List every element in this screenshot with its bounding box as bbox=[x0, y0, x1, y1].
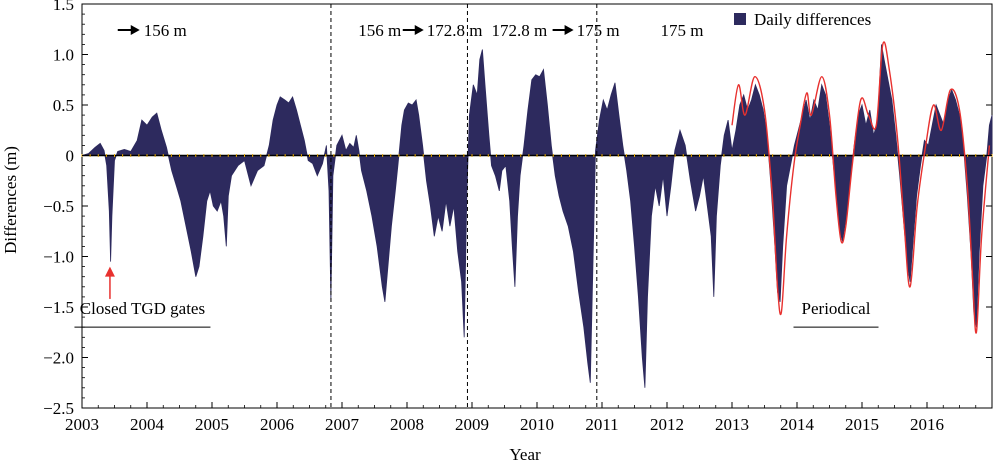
x-tick-label: 2013 bbox=[715, 415, 749, 434]
annotation-label: Closed TGD gates bbox=[80, 299, 205, 318]
x-tick-label: 2011 bbox=[585, 415, 618, 434]
envelope-layer bbox=[731, 41, 991, 334]
x-tick-label: 2006 bbox=[260, 415, 294, 434]
x-tick-label: 2009 bbox=[455, 415, 489, 434]
x-tick-label: 2003 bbox=[65, 415, 99, 434]
y-tick-label: 0.5 bbox=[53, 96, 74, 115]
legend-swatch bbox=[734, 13, 746, 25]
y-tick-label: 1.0 bbox=[53, 46, 74, 65]
x-axis-label: Year bbox=[509, 445, 541, 464]
phase-arrow-head bbox=[564, 25, 574, 35]
x-tick-label: 2016 bbox=[910, 415, 944, 434]
phase-arrow-head bbox=[130, 25, 140, 35]
divider-layer bbox=[330, 4, 598, 408]
y-tick-label: −2.0 bbox=[43, 349, 74, 368]
phase-arrow-head bbox=[414, 25, 424, 35]
x-tick-label: 2014 bbox=[780, 415, 815, 434]
y-tick-label: 1.5 bbox=[53, 0, 74, 14]
x-tick-label: 2005 bbox=[195, 415, 229, 434]
phase-label: 172.8 m bbox=[492, 21, 548, 40]
annotation-label: Periodical bbox=[802, 299, 871, 318]
x-tick-label: 2004 bbox=[130, 415, 165, 434]
phase-label-target: 175 m bbox=[577, 21, 620, 40]
x-tick-label: 2008 bbox=[390, 415, 424, 434]
legend: Daily differences bbox=[734, 10, 871, 29]
x-tick-label: 2007 bbox=[325, 415, 360, 434]
label-layer: 156 m 156 m 172.8 m 172.8 m 175 m 175 m Closed… bbox=[74, 21, 879, 328]
phase-label-target: 172.8 m bbox=[427, 21, 483, 40]
x-tick-label: 2015 bbox=[845, 415, 879, 434]
x-tick-label: 2010 bbox=[520, 415, 554, 434]
phase-label: 156 m bbox=[358, 21, 401, 40]
y-tick-label: 0 bbox=[66, 147, 75, 166]
y-tick-label: −1.5 bbox=[43, 298, 74, 317]
x-tick-label: 2012 bbox=[650, 415, 684, 434]
phase-label: 175 m bbox=[661, 21, 704, 40]
closed-gates-arrow-head bbox=[104, 266, 115, 277]
y-tick-label: −2.5 bbox=[43, 399, 74, 418]
y-axis-label: Differences (m) bbox=[1, 146, 20, 254]
y-tick-label: −0.5 bbox=[43, 197, 74, 216]
periodical-envelope-curve bbox=[731, 41, 991, 334]
legend-label: Daily differences bbox=[754, 10, 871, 29]
phase-label: 156 m bbox=[144, 21, 187, 40]
y-tick-label: −1.0 bbox=[43, 248, 74, 267]
